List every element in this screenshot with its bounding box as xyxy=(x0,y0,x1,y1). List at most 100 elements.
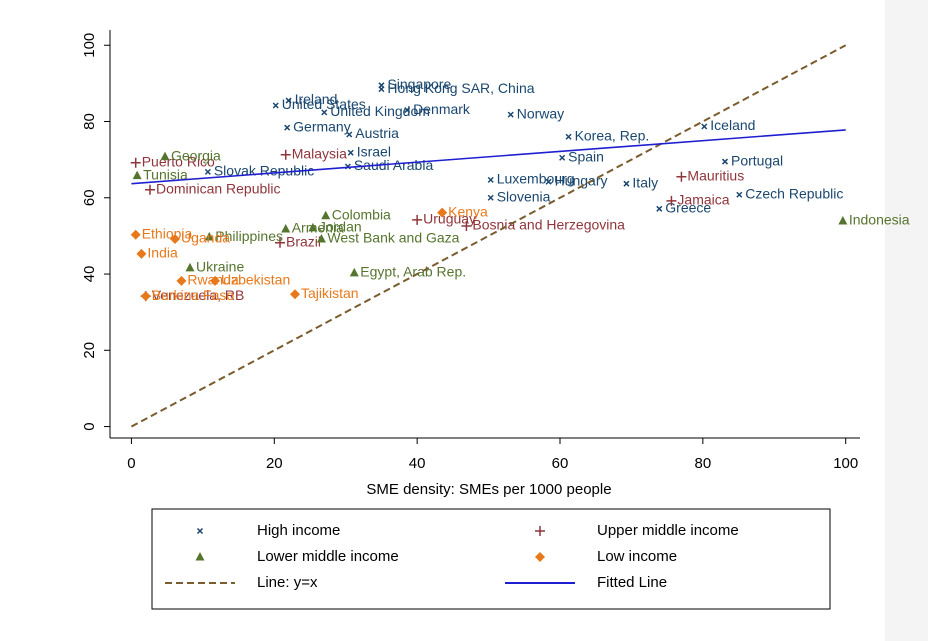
point-label: Georgia xyxy=(171,147,221,163)
legend-label: Low income xyxy=(597,548,677,565)
marker-triangle xyxy=(321,210,331,220)
point-label: Burkina Faso xyxy=(152,287,235,303)
point-label: Tunisia xyxy=(143,166,188,182)
marker-plus xyxy=(280,149,291,160)
marker-plus xyxy=(145,184,155,195)
point-label: Venezuela, RB xyxy=(152,287,245,303)
marker-diamond xyxy=(535,552,545,562)
marker-triangle xyxy=(838,216,848,225)
point-label: West Bank and Gaza xyxy=(327,230,459,246)
point-label: Germany xyxy=(293,118,351,134)
point-label: Denmark xyxy=(413,101,471,117)
point-label: Israel xyxy=(357,143,391,159)
legend-label: Line: y=x xyxy=(257,574,318,591)
point-label: Portugal xyxy=(731,152,783,168)
point-label: United States xyxy=(282,96,366,112)
marker-diamond xyxy=(170,233,180,244)
point-label: Ireland xyxy=(295,91,338,107)
point-label: Singapore xyxy=(387,76,451,92)
point-label: Philippines xyxy=(215,228,283,244)
point-label: Czech Republic xyxy=(745,185,843,201)
marker-triangle xyxy=(160,151,170,161)
point-label: Jordan xyxy=(319,219,362,235)
y-tick-label: 0 xyxy=(81,422,98,430)
marker-diamond xyxy=(290,289,300,300)
point-label: Luxembourg xyxy=(497,171,575,187)
marker-plus xyxy=(412,214,423,225)
point-label: Uganda xyxy=(181,230,230,246)
marker-x xyxy=(701,123,708,130)
marker-x xyxy=(321,109,328,116)
x-tick-label: 20 xyxy=(266,455,283,472)
point-label: Hong Kong SAR, China xyxy=(387,80,534,96)
marker-plus xyxy=(275,237,285,248)
point-label: Italy xyxy=(632,174,658,190)
marker-x xyxy=(721,158,729,165)
marker-diamond xyxy=(210,275,220,286)
point-label: Jamaica xyxy=(677,192,729,208)
point-label: Iceland xyxy=(710,117,755,133)
point-label: Ethiopia xyxy=(142,225,193,241)
marker-x xyxy=(347,149,354,156)
marker-plus xyxy=(535,526,545,536)
point-label: Slovak Republic xyxy=(214,163,314,179)
marker-triangle xyxy=(281,224,291,233)
marker-triangle xyxy=(195,552,205,561)
legend-label: High income xyxy=(257,522,340,539)
y-tick-label: 100 xyxy=(81,33,98,58)
marker-triangle xyxy=(132,170,142,180)
marker-x xyxy=(284,124,291,131)
marker-plus xyxy=(130,157,141,168)
marker-x xyxy=(285,97,292,104)
marker-triangle xyxy=(308,222,318,232)
point-label: Spain xyxy=(568,148,604,164)
marker-triangle xyxy=(349,267,359,277)
marker-x xyxy=(507,111,514,118)
marker-x xyxy=(404,107,411,114)
point-label: Mauritius xyxy=(687,168,744,184)
point-label: Saudi Arabia xyxy=(354,157,434,173)
marker-diamond xyxy=(136,248,147,259)
legend-box xyxy=(151,508,831,610)
marker-x xyxy=(487,194,494,201)
marker-x xyxy=(623,180,630,187)
point-label: Tajikistan xyxy=(301,285,359,301)
line-series xyxy=(130,44,847,428)
point-label: Brazil xyxy=(286,233,321,249)
x-tick-label: 0 xyxy=(127,455,135,472)
point-label: Indonesia xyxy=(849,212,910,228)
x-axis-title: SME density: SMEs per 1000 people xyxy=(366,481,611,498)
x-tick-label: 60 xyxy=(552,455,569,472)
y-tick-label: 60 xyxy=(81,189,98,206)
marker-plus xyxy=(461,220,472,231)
marker-x xyxy=(559,154,566,161)
point-label: Dominican Republic xyxy=(156,180,281,196)
marker-x xyxy=(487,176,494,183)
x-tick-label: 40 xyxy=(409,455,426,472)
point-label: Puerto Rico xyxy=(142,153,215,169)
marker-triangle xyxy=(316,233,326,243)
marker-x xyxy=(196,527,204,535)
y-tick-label: 40 xyxy=(81,266,98,283)
line-series xyxy=(131,129,846,185)
legend-label: Lower middle income xyxy=(257,548,399,565)
y-tick-label: 20 xyxy=(81,342,98,359)
marker-diamond xyxy=(130,229,141,240)
marker-x xyxy=(656,205,663,212)
point-label: Hungary xyxy=(555,172,608,188)
marker-plus xyxy=(676,171,687,182)
point-label: Greece xyxy=(665,200,711,216)
point-label: Colombia xyxy=(332,206,391,222)
marker-x xyxy=(204,168,211,175)
marker-triangle xyxy=(204,232,214,241)
point-label: Norway xyxy=(517,105,564,121)
x-tick-label: 80 xyxy=(695,455,712,472)
marker-x xyxy=(545,178,552,185)
point-label: Uruguay xyxy=(423,211,476,227)
point-label: Armenia xyxy=(292,220,344,236)
point-label: Egypt, Arab Rep. xyxy=(360,264,466,280)
y-tick-label: 80 xyxy=(81,113,98,130)
point-label: Ukraine xyxy=(196,259,244,275)
